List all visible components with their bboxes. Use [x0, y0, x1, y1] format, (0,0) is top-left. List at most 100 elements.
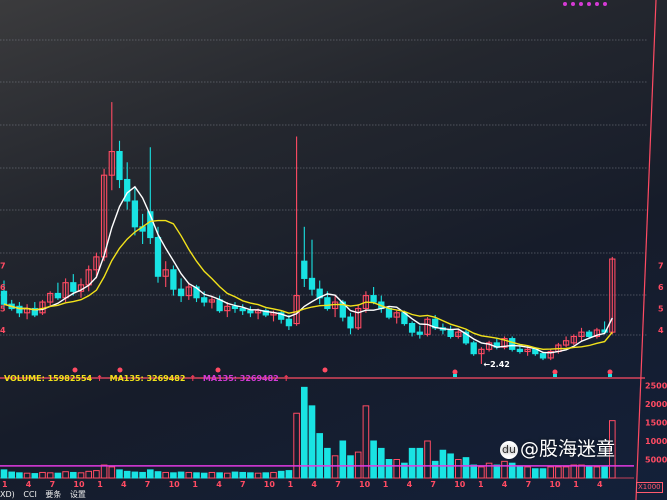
candle-down [408, 322, 416, 333]
volume-bar [93, 470, 100, 479]
arrow-up-icon: ↑ [189, 374, 197, 383]
volume-bar [239, 471, 246, 479]
arrow-up-icon: ↑ [282, 374, 290, 383]
candle-down [31, 307, 38, 316]
date-tick-label: 7 [430, 480, 436, 489]
event-marker-base [608, 374, 612, 377]
ma135-value: MA135: 3269482 [109, 374, 186, 383]
candle-up [254, 310, 262, 314]
volume-bar [431, 460, 439, 479]
volume-bar [154, 471, 162, 479]
volume-bar [593, 466, 601, 479]
candle-down [116, 151, 123, 181]
volume-bar [177, 471, 185, 479]
date-tick-label: 1 [383, 480, 389, 489]
tab-xd[interactable]: XD) [0, 490, 15, 499]
volume-bar [139, 471, 146, 479]
candle-down [586, 331, 593, 337]
volume-bar [555, 466, 562, 479]
volume-bar [231, 471, 239, 479]
event-marker [322, 367, 328, 373]
candle-down [308, 277, 316, 290]
axes: 7 7 6 6 5 5 4 4 25000 20000 15000 10000 5000 1 4 7 10 1 4 7… [0, 262, 667, 490]
candle-down [470, 342, 477, 355]
price-tick-label-left: 5 [0, 305, 6, 314]
candle-down [216, 299, 223, 312]
volume-bar [385, 459, 393, 479]
volume-bar [85, 470, 93, 479]
volume-bar [362, 405, 370, 479]
volume-bar [562, 466, 570, 479]
date-tick-label: 1 [2, 480, 8, 489]
date-tick-label: 10 [264, 480, 276, 489]
volume-bar [193, 472, 200, 479]
price-gridlines [0, 39, 648, 336]
date-tick-label: 4 [407, 480, 413, 489]
candle-up [208, 299, 216, 303]
ma-yellow-line [3, 219, 613, 351]
candle-up [185, 286, 192, 297]
volume-bar [570, 464, 578, 479]
tab-cci[interactable]: CCI [23, 490, 37, 499]
top-dots-indicator [563, 2, 607, 6]
event-marker [215, 367, 221, 373]
volume-bar [478, 466, 485, 479]
paw-icon: du [500, 440, 518, 459]
candle-down [201, 297, 208, 303]
volume-bar [393, 459, 400, 479]
volume-bar [277, 470, 285, 479]
date-tick-label: 7 [526, 480, 532, 489]
tab-3[interactable]: 要条 [45, 490, 62, 499]
volume-bar [116, 469, 123, 479]
volume-bar [578, 464, 585, 479]
watermark-text: @股海迷童 [520, 438, 616, 460]
event-marker [72, 367, 78, 373]
candle-down [239, 307, 246, 312]
volume-bar [216, 472, 223, 479]
volume-bar [508, 462, 516, 479]
tab-settings[interactable]: 设置 [69, 490, 86, 499]
candle-down [278, 312, 285, 320]
volume-bar [347, 455, 354, 479]
event-marker-base [453, 374, 457, 377]
volume-bar [170, 472, 177, 479]
volume-unit-label: X1000 [636, 482, 663, 493]
candle-down [347, 316, 354, 329]
volume-bar [293, 412, 300, 479]
candle-down [147, 211, 154, 239]
candle-down [385, 307, 393, 318]
volume-bar [131, 471, 139, 479]
volume-bar [301, 386, 308, 479]
date-tick-label: 4 [311, 480, 317, 489]
volume-bar [462, 457, 470, 479]
price-tick-label: 7 [658, 262, 664, 271]
candle-down [462, 331, 470, 344]
candle-up [478, 348, 485, 355]
volume-bar [270, 471, 277, 479]
ma135-value-2: MA135: 3269482 [202, 374, 279, 383]
volume-bar [254, 472, 262, 479]
candle-down [247, 310, 254, 314]
volume-bar [408, 447, 416, 479]
event-marker [607, 369, 613, 375]
volume-tick-label: 20000 [645, 400, 667, 409]
volume-bars [0, 386, 634, 479]
volume-value: VOLUME: 15982554 [4, 374, 93, 383]
volume-bar [77, 472, 85, 479]
candle-up [609, 258, 616, 333]
volume-bar [378, 447, 385, 479]
volume-bar [416, 447, 424, 479]
date-tick-label: 7 [335, 480, 341, 489]
candle-down [193, 286, 200, 299]
candle-down [324, 297, 331, 310]
candle-down [131, 200, 139, 228]
volume-bar [585, 466, 593, 479]
volume-bar [547, 466, 555, 479]
volume-bar [224, 472, 231, 479]
candle-down [532, 348, 539, 355]
candle-down [516, 348, 524, 353]
volume-bar [208, 471, 216, 479]
event-markers [72, 367, 613, 377]
candle-up [578, 331, 585, 337]
